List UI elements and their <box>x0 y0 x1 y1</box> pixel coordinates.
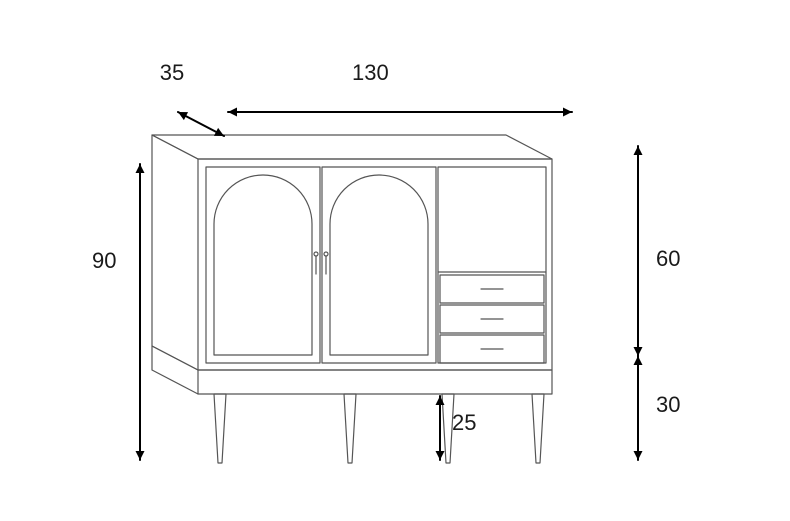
dim-base: 30 <box>656 392 680 417</box>
dim-body: 60 <box>656 246 680 271</box>
dim-leg: 25 <box>452 410 476 435</box>
dim-height: 90 <box>92 248 116 273</box>
dim-width: 130 <box>352 60 389 85</box>
dim-depth: 35 <box>160 60 184 85</box>
